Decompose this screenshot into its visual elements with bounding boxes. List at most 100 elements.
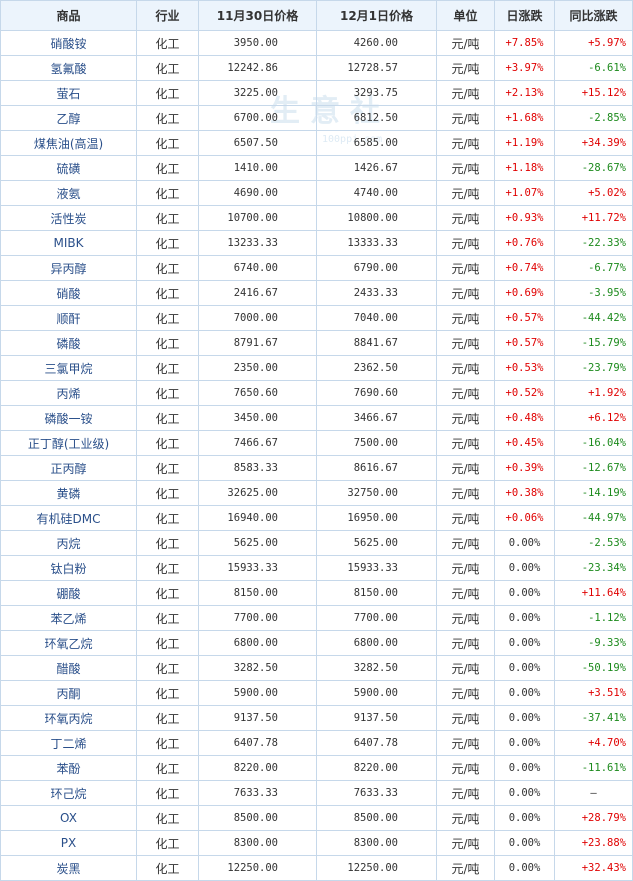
commodity-link[interactable]: 异丙醇 [0,255,137,281]
header-commodity[interactable]: 商品 [0,0,137,31]
table-row: 异丙醇 化工 6740.00 6790.00 元/吨 +0.74% -6.77% [0,255,633,281]
commodity-link[interactable]: 氢氟酸 [0,55,137,81]
header-industry[interactable]: 行业 [136,0,199,31]
commodity-link[interactable]: 丁二烯 [0,730,137,756]
industry-cell: 化工 [136,30,199,56]
commodity-link[interactable]: 三氯甲烷 [0,355,137,381]
table-row: PX 化工 8300.00 8300.00 元/吨 0.00% +23.88% [0,830,633,856]
header-yoy-change[interactable]: 同比涨跌 [554,0,633,31]
commodity-link[interactable]: 苯酚 [0,755,137,781]
commodity-link[interactable]: 苯乙烯 [0,605,137,631]
commodity-link[interactable]: 正丁醇(工业级) [0,430,137,456]
commodity-link[interactable]: 硫磺 [0,155,137,181]
commodity-link[interactable]: 磷酸 [0,330,137,356]
price-dec1-cell: 5900.00 [316,680,437,706]
price-dec1-cell: 8150.00 [316,580,437,606]
industry-cell: 化工 [136,180,199,206]
industry-cell: 化工 [136,55,199,81]
commodity-link[interactable]: 磷酸一铵 [0,405,137,431]
price-dec1-cell: 6790.00 [316,255,437,281]
commodity-link[interactable]: 环氧乙烷 [0,630,137,656]
commodity-link[interactable]: MIBK [0,230,137,256]
unit-cell: 元/吨 [436,80,495,106]
commodity-link[interactable]: 煤焦油(高温) [0,130,137,156]
daily-change-cell: 0.00% [494,630,555,656]
industry-cell: 化工 [136,705,199,731]
daily-change-cell: 0.00% [494,730,555,756]
price-dec1-cell: 7500.00 [316,430,437,456]
price-nov30-cell: 2350.00 [198,355,317,381]
commodity-link[interactable]: 炭黑 [0,855,137,881]
unit-cell: 元/吨 [436,705,495,731]
commodity-link[interactable]: 活性炭 [0,205,137,231]
commodity-link[interactable]: 硝酸 [0,280,137,306]
unit-cell: 元/吨 [436,430,495,456]
commodity-link[interactable]: OX [0,805,137,831]
commodity-link[interactable]: 萤石 [0,80,137,106]
commodity-link[interactable]: 硝酸铵 [0,30,137,56]
commodity-link[interactable]: 有机硅DMC [0,505,137,531]
unit-cell: 元/吨 [436,330,495,356]
commodity-link[interactable]: 丙烷 [0,530,137,556]
daily-change-cell: 0.00% [494,705,555,731]
industry-cell: 化工 [136,780,199,806]
price-dec1-cell: 1426.67 [316,155,437,181]
unit-cell: 元/吨 [436,405,495,431]
yoy-change-cell: -12.67% [554,455,633,481]
daily-change-cell: +0.39% [494,455,555,481]
price-dec1-cell: 12250.00 [316,855,437,881]
unit-cell: 元/吨 [436,780,495,806]
daily-change-cell: +0.06% [494,505,555,531]
industry-cell: 化工 [136,805,199,831]
commodity-link[interactable]: 钛白粉 [0,555,137,581]
table-row: 黄磷 化工 32625.00 32750.00 元/吨 +0.38% -14.19% [0,480,633,506]
table-row: 氢氟酸 化工 12242.86 12728.57 元/吨 +3.97% -6.61% [0,55,633,81]
table-row: 环氧乙烷 化工 6800.00 6800.00 元/吨 0.00% -9.33% [0,630,633,656]
header-daily-change[interactable]: 日涨跌 [494,0,555,31]
yoy-change-cell: +11.64% [554,580,633,606]
commodity-link[interactable]: 环己烷 [0,780,137,806]
industry-cell: 化工 [136,280,199,306]
industry-cell: 化工 [136,530,199,556]
commodity-link[interactable]: 正丙醇 [0,455,137,481]
commodity-link[interactable]: 丙烯 [0,380,137,406]
unit-cell: 元/吨 [436,305,495,331]
header-price-dec1[interactable]: 12月1日价格 [316,0,437,31]
yoy-change-cell: +28.79% [554,805,633,831]
table-row: 活性炭 化工 10700.00 10800.00 元/吨 +0.93% +11.72% [0,205,633,231]
table-row: 炭黑 化工 12250.00 12250.00 元/吨 0.00% +32.43% [0,855,633,881]
commodity-link[interactable]: 醋酸 [0,655,137,681]
header-price-nov30[interactable]: 11月30日价格 [198,0,317,31]
unit-cell: 元/吨 [436,505,495,531]
industry-cell: 化工 [136,355,199,381]
commodity-link[interactable]: 乙醇 [0,105,137,131]
yoy-change-cell: +23.88% [554,830,633,856]
table-row: 三氯甲烷 化工 2350.00 2362.50 元/吨 +0.53% -23.79% [0,355,633,381]
daily-change-cell: +0.69% [494,280,555,306]
commodity-link[interactable]: 液氨 [0,180,137,206]
yoy-change-cell: +5.02% [554,180,633,206]
daily-change-cell: +0.74% [494,255,555,281]
industry-cell: 化工 [136,730,199,756]
header-unit[interactable]: 单位 [436,0,495,31]
commodity-link[interactable]: 黄磷 [0,480,137,506]
table-body: 硝酸铵 化工 3950.00 4260.00 元/吨 +7.85% +5.97% 氢氟酸 化工 1… [0,30,633,881]
unit-cell: 元/吨 [436,630,495,656]
commodity-link[interactable]: 硼酸 [0,580,137,606]
commodity-link[interactable]: 顺酐 [0,305,137,331]
daily-change-cell: +0.45% [494,430,555,456]
price-dec1-cell: 3282.50 [316,655,437,681]
unit-cell: 元/吨 [436,55,495,81]
yoy-change-cell: -44.97% [554,505,633,531]
price-nov30-cell: 6507.50 [198,130,317,156]
unit-cell: 元/吨 [436,255,495,281]
price-nov30-cell: 3450.00 [198,405,317,431]
table-row: 萤石 化工 3225.00 3293.75 元/吨 +2.13% +15.12% [0,80,633,106]
commodity-link[interactable]: 丙酮 [0,680,137,706]
yoy-change-cell: +1.92% [554,380,633,406]
commodity-link[interactable]: PX [0,830,137,856]
price-nov30-cell: 8300.00 [198,830,317,856]
table-row: 苯酚 化工 8220.00 8220.00 元/吨 0.00% -11.61% [0,755,633,781]
daily-change-cell: +0.52% [494,380,555,406]
commodity-link[interactable]: 环氧丙烷 [0,705,137,731]
